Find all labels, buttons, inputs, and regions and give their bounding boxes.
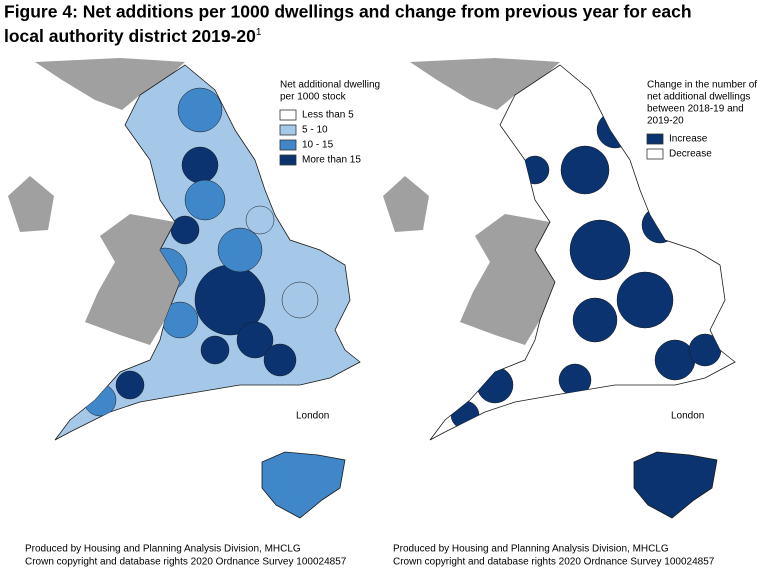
- land-ireland: [383, 176, 429, 232]
- district: [245, 205, 275, 235]
- district: [181, 146, 219, 184]
- legend-swatch: [646, 133, 664, 145]
- district: [654, 339, 696, 381]
- legend-swatch: [279, 154, 297, 166]
- credit: Crown copyright and database rights 2020…: [25, 557, 347, 568]
- land-wales: [85, 214, 180, 345]
- district: [281, 281, 319, 319]
- credit: Produced by Housing and Planning Analysi…: [393, 544, 669, 555]
- legend-swatch: [279, 109, 297, 121]
- district: [476, 366, 514, 404]
- legend-label: Less than 5: [302, 110, 354, 121]
- credit: Produced by Housing and Planning Analysi…: [25, 544, 301, 555]
- district: [616, 271, 674, 329]
- legend-label: 10 - 15: [302, 140, 334, 151]
- legend-title: Net additional dwelling: [280, 80, 380, 91]
- legend-label: Increase: [669, 134, 708, 145]
- district: [184, 179, 226, 221]
- london-inset: [633, 451, 718, 519]
- legend-title: Change in the number of: [647, 80, 757, 91]
- district: [200, 335, 230, 365]
- district: [641, 206, 679, 244]
- legend-swatch: [646, 148, 664, 160]
- district: [263, 343, 297, 377]
- title-line: Figure 4: Net additions per 1000 dwellin…: [4, 2, 692, 22]
- legend-swatch: [279, 139, 297, 151]
- district: [560, 145, 610, 195]
- districts: [450, 111, 722, 430]
- title-note: 1: [256, 27, 262, 38]
- land-scotland: [35, 58, 185, 110]
- district: [596, 111, 634, 149]
- district: [520, 155, 550, 185]
- legend-title: between 2018-19 and: [647, 104, 744, 115]
- title-line: local authority district 2019-201: [4, 26, 262, 46]
- land-ireland: [8, 176, 54, 232]
- legend-label: More than 15: [302, 155, 361, 166]
- inset-label: London: [671, 411, 704, 422]
- legend-title: 2019-20: [647, 116, 684, 127]
- district: [115, 370, 145, 400]
- district: [450, 400, 480, 430]
- district: [236, 321, 274, 359]
- legend-swatch: [279, 124, 297, 136]
- district: [688, 333, 722, 367]
- inset-label: London: [296, 411, 329, 422]
- legend-label: Decrease: [669, 149, 712, 160]
- district: [569, 219, 631, 281]
- credit: Crown copyright and database rights 2020…: [393, 557, 715, 568]
- land-scotland: [410, 58, 560, 110]
- district: [572, 297, 618, 343]
- legend-label: 5 - 10: [302, 125, 328, 136]
- district: [558, 363, 592, 397]
- district: [177, 87, 223, 133]
- london-inset: [261, 451, 346, 519]
- legend-title: per 1000 stock: [280, 92, 347, 103]
- land-wales: [460, 214, 555, 345]
- title-text: local authority district 2019-20: [4, 26, 256, 46]
- legend-title: net additional dwellings: [647, 92, 750, 103]
- district: [217, 227, 263, 273]
- district: [83, 383, 117, 417]
- district: [170, 215, 200, 245]
